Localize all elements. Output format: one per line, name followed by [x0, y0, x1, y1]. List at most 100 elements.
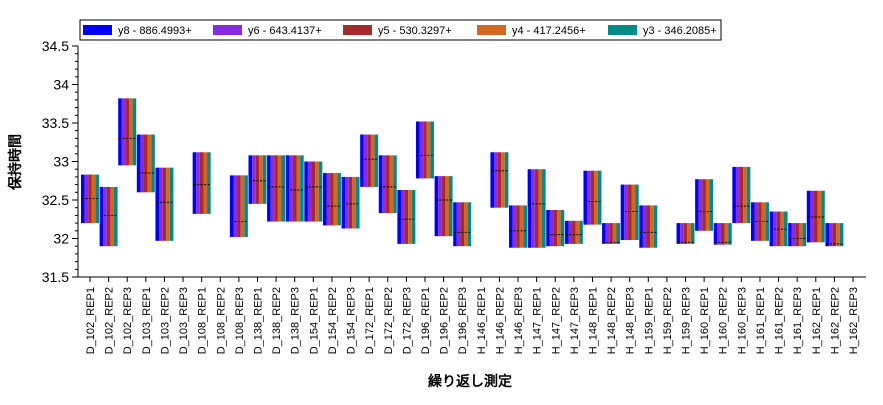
x-tick-label: D_108_REP3: [234, 287, 246, 354]
range-bar-segment: [382, 155, 386, 214]
range-bar-segment: [825, 223, 829, 247]
range-bar-segment: [739, 166, 744, 224]
range-bar-segment: [597, 170, 602, 225]
x-tick-label: D_102_REP3: [122, 287, 134, 354]
legend-swatch: [608, 25, 637, 35]
range-bar-segment: [397, 189, 401, 244]
range-bar-segment: [281, 155, 286, 222]
range-bar-segment: [274, 155, 278, 222]
x-tick-label: H_147_REP1: [532, 287, 544, 354]
range-bar-segment: [695, 179, 699, 231]
x-tick-label: H_147_REP3: [569, 287, 581, 354]
range-bar-group: [267, 155, 286, 222]
range-bar-segment: [583, 170, 588, 225]
range-bar-segment: [255, 155, 260, 204]
range-bar-segment: [519, 205, 524, 248]
x-tick-label: D_138_REP2: [271, 287, 283, 354]
range-bar-segment: [512, 205, 517, 248]
x-tick-label: D_154_REP3: [346, 287, 358, 354]
range-bar-segment: [103, 186, 107, 247]
range-bar-segment: [307, 161, 312, 222]
range-bar-segment: [121, 98, 126, 166]
legend-label: y3 - 346.2085+: [643, 25, 717, 37]
range-bar-segment: [602, 223, 606, 244]
range-bar-segment: [587, 170, 591, 225]
range-bar-segment: [698, 179, 703, 231]
range-bar-segment: [360, 134, 364, 187]
range-bar-segment: [237, 175, 241, 237]
range-bar-segment: [199, 152, 204, 214]
range-bar-group: [639, 205, 658, 248]
range-bar-segment: [311, 161, 316, 222]
range-bar-segment: [516, 205, 520, 248]
x-tick-label: H_148_REP1: [587, 287, 599, 354]
range-bar-segment: [244, 175, 248, 237]
x-tick-label: D_103_REP1: [141, 287, 153, 354]
range-bar-segment: [494, 152, 498, 208]
x-tick-label: H_161_REP2: [774, 287, 786, 354]
x-tick-label: H_146_REP3: [513, 287, 525, 354]
range-bar-segment: [720, 223, 725, 245]
x-tick-label: D_196_REP1: [420, 287, 432, 354]
range-bar-segment: [99, 186, 104, 247]
x-tick-label: D_172_REP1: [364, 287, 376, 354]
range-bar-segment: [728, 223, 732, 245]
range-bar-group: [602, 223, 621, 244]
range-bar-group: [136, 134, 155, 193]
range-bar-segment: [639, 205, 643, 248]
x-tick-label: D_102_REP1: [85, 287, 97, 354]
range-bar-segment: [460, 202, 464, 247]
range-bar-group: [490, 152, 509, 208]
range-bar-group: [676, 223, 695, 244]
range-bar-segment: [568, 220, 573, 244]
range-bar-segment: [687, 223, 691, 244]
x-tick-label: D_108_REP2: [215, 287, 227, 354]
range-bar-group: [620, 184, 639, 241]
range-bar-segment: [438, 176, 442, 237]
range-bar-segment: [791, 223, 796, 247]
range-bar-segment: [330, 173, 334, 226]
x-tick-label: H_162_REP3: [848, 287, 860, 354]
y-tick-label: 32: [53, 231, 69, 247]
range-bar-group: [509, 205, 528, 248]
legend-label: y8 - 886.4993+: [118, 25, 192, 37]
range-bar-segment: [411, 189, 416, 244]
range-bar-segment: [434, 176, 439, 237]
range-bar-segment: [705, 179, 710, 231]
range-bar-group: [360, 134, 379, 187]
range-bar-segment: [322, 173, 327, 226]
range-bar-segment: [448, 176, 453, 237]
range-bar-segment: [795, 223, 799, 247]
range-bar-segment: [683, 223, 688, 244]
range-bar-segment: [702, 179, 706, 231]
range-bar-segment: [300, 155, 304, 222]
range-bar-segment: [259, 155, 263, 204]
range-bar-segment: [155, 167, 160, 241]
range-bar-segment: [367, 134, 371, 187]
x-tick-label: H_159_REP2: [662, 287, 674, 354]
range-bar-segment: [114, 186, 118, 247]
y-tick-label: 32.5: [42, 192, 69, 208]
range-bar-segment: [430, 121, 434, 179]
range-bar-segment: [717, 223, 721, 245]
range-bar-group: [322, 173, 341, 226]
range-bar-segment: [378, 155, 383, 214]
range-bar-segment: [612, 223, 617, 244]
range-bar-segment: [292, 155, 297, 222]
range-bar-segment: [110, 186, 115, 247]
range-bar-segment: [490, 152, 495, 208]
range-bar-segment: [713, 223, 718, 245]
range-bar-segment: [289, 155, 293, 222]
range-bar-segment: [497, 152, 502, 208]
range-bar-group: [434, 176, 453, 237]
range-bar-group: [415, 121, 434, 179]
range-bar-segment: [345, 176, 349, 229]
range-bar-group: [453, 202, 472, 247]
range-bar-segment: [240, 175, 245, 237]
range-bar-segment: [106, 186, 111, 247]
range-bar-segment: [575, 220, 580, 244]
x-tick-label: D_196_REP2: [439, 287, 451, 354]
range-bar-segment: [680, 223, 684, 244]
range-bar-segment: [624, 184, 628, 241]
